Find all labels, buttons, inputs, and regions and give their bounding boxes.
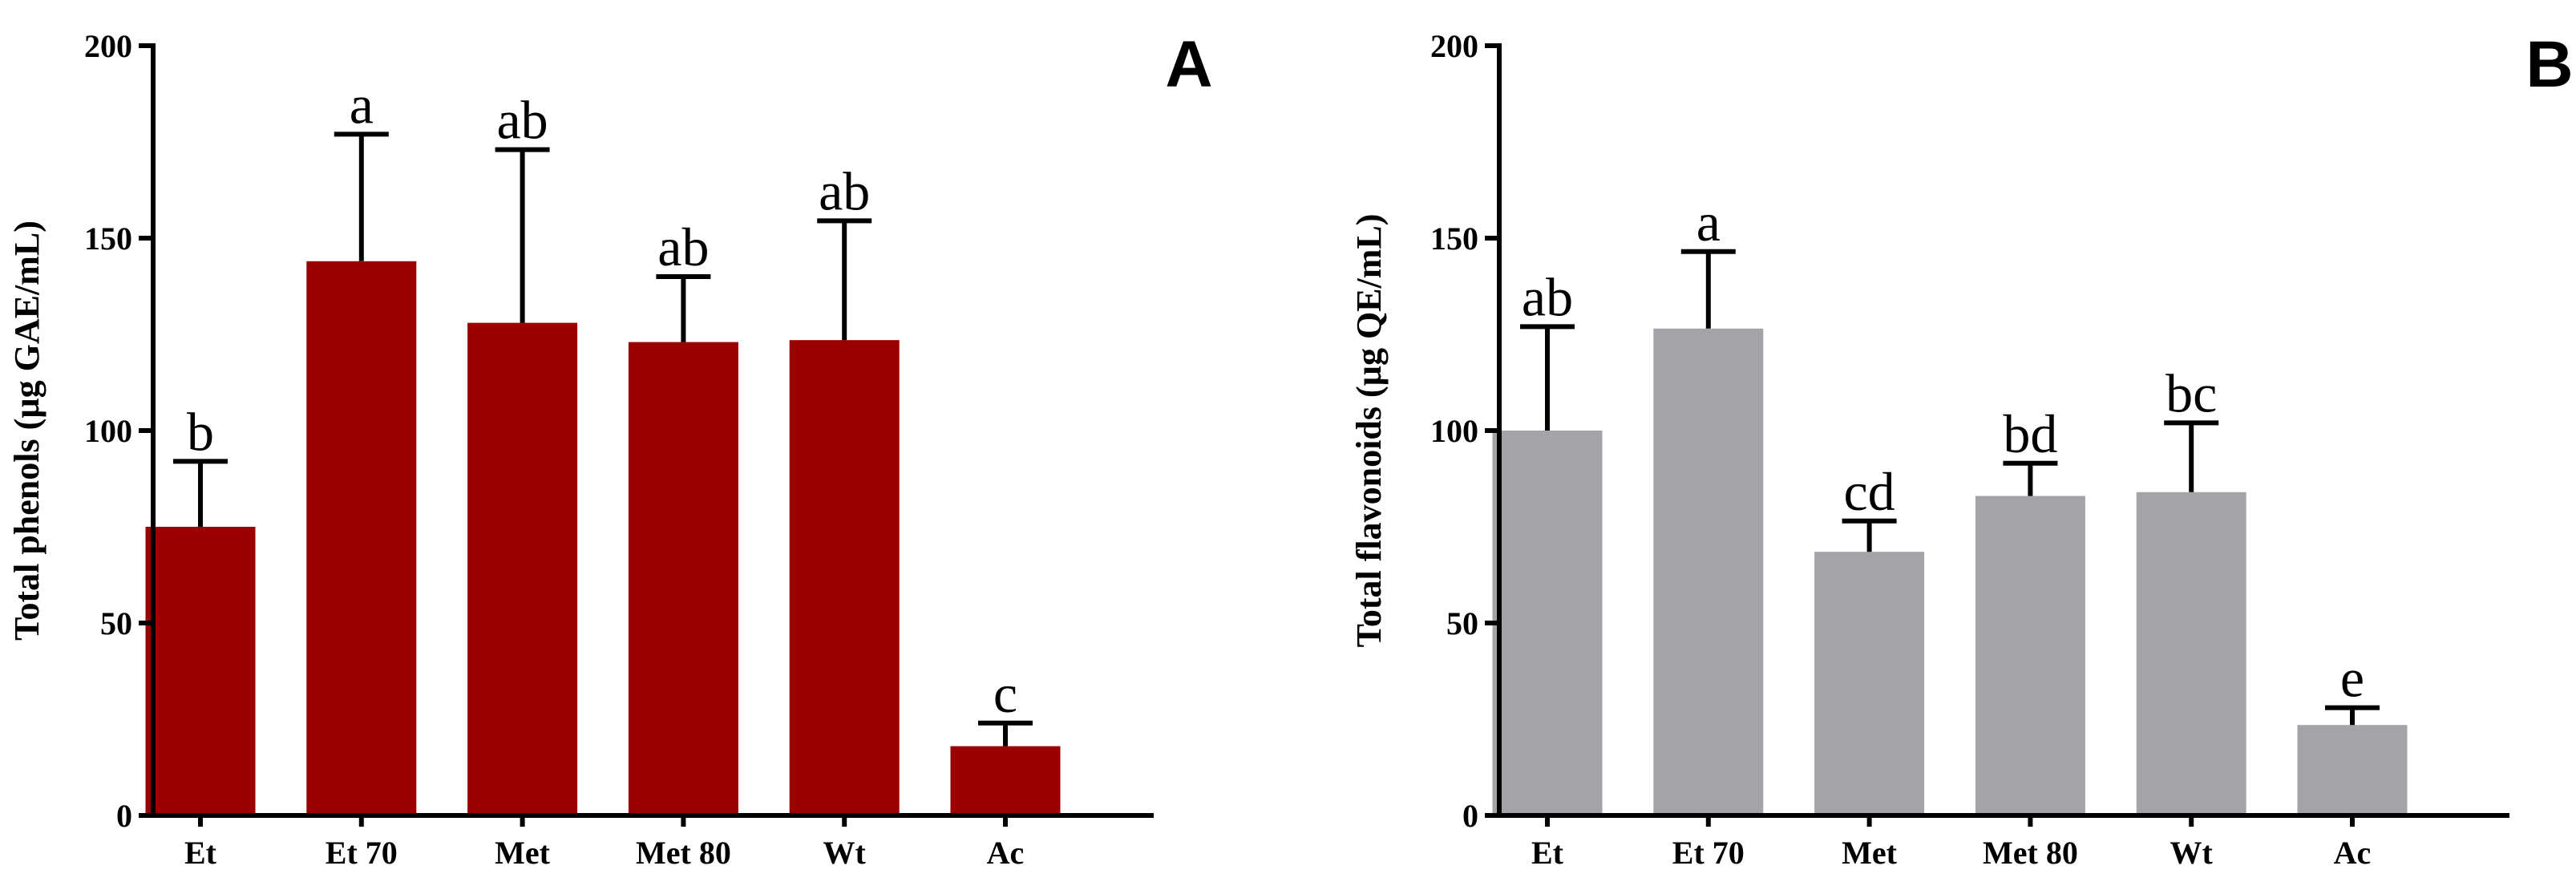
x-tick-label: Wt <box>823 835 867 871</box>
bar-et-70 <box>1653 328 1764 815</box>
x-tick-label: Ac <box>987 835 1025 871</box>
x-tick-label: Met 80 <box>1983 835 2078 871</box>
chart-panel-a: b Et a Et 70 ab Met ab Met 80 ab Wt c Ac 0 50 100 150 20… <box>7 28 1213 871</box>
bar-ac <box>2297 725 2408 815</box>
significance-label: e <box>2340 648 2364 709</box>
x-tick-label: Et <box>184 835 217 871</box>
y-tick-label: 50 <box>100 605 132 641</box>
y-tick-label: 100 <box>1430 413 1478 449</box>
bar-met-80 <box>628 342 738 816</box>
bar-wt <box>2136 492 2246 815</box>
significance-label: c <box>993 663 1017 724</box>
x-tick-label: Et 70 <box>326 835 398 871</box>
y-tick-label: 50 <box>1446 605 1478 641</box>
bar-wt <box>789 340 900 815</box>
bar-ac <box>950 746 1061 815</box>
panel-letter: B <box>2525 28 2573 101</box>
y-axis-label: Total phenols (µg GAE/mL) <box>7 220 47 641</box>
x-tick-label: Et 70 <box>1672 835 1745 871</box>
bar-met <box>1814 552 1925 815</box>
bar-met <box>467 322 578 816</box>
significance-label: ab <box>1522 266 1573 327</box>
x-tick-label: Met <box>1842 835 1898 871</box>
panel-letter: A <box>1165 28 1212 101</box>
x-tick-label: Ac <box>2334 835 2372 871</box>
y-axis-label: Total flavonoids (µg QE/mL) <box>1349 214 1389 648</box>
significance-label: b <box>187 401 214 462</box>
y-tick-label: 200 <box>84 28 132 64</box>
bar-met-80 <box>1975 496 2085 815</box>
significance-label: ab <box>657 216 709 277</box>
x-tick-label: Et <box>1531 835 1564 871</box>
significance-label: ab <box>819 160 870 221</box>
bar-et-70 <box>306 261 417 815</box>
x-tick-label: Met <box>495 835 551 871</box>
significance-label: bc <box>2166 362 2217 423</box>
bar-et <box>1492 431 1603 815</box>
bar-et <box>145 527 256 815</box>
y-tick-label: 200 <box>1430 28 1478 64</box>
y-tick-label: 150 <box>1430 220 1478 257</box>
y-tick-label: 100 <box>84 413 132 449</box>
y-tick-label: 150 <box>84 220 132 257</box>
x-tick-label: Met 80 <box>636 835 731 871</box>
significance-label: ab <box>497 90 548 151</box>
significance-label: cd <box>1844 461 1895 522</box>
y-tick-label: 0 <box>116 798 132 834</box>
significance-label: bd <box>2003 403 2057 464</box>
y-tick-label: 0 <box>1462 798 1478 834</box>
significance-label: a <box>1696 192 1721 253</box>
x-tick-label: Wt <box>2170 835 2214 871</box>
significance-label: a <box>350 74 374 135</box>
chart-panel-b: ab Et a Et 70 cd Met bd Met 80 bc Wt e Ac 0 50 100 150 2… <box>1349 28 2574 871</box>
